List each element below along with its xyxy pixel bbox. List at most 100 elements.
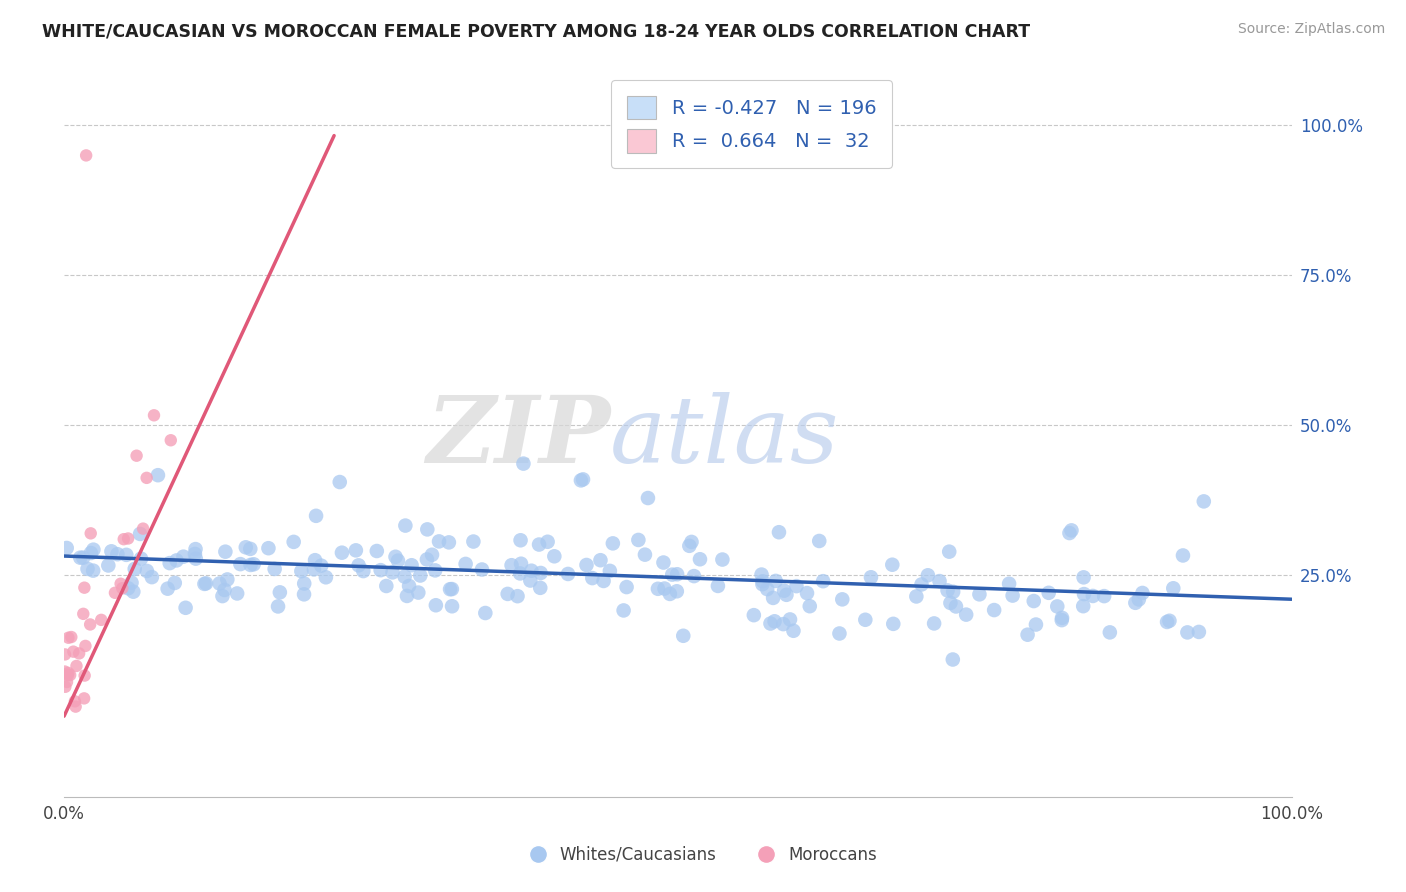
Point — [115, 548, 138, 562]
Point — [437, 535, 460, 549]
Point — [97, 558, 120, 573]
Point — [917, 568, 939, 582]
Point — [831, 592, 853, 607]
Point — [129, 527, 152, 541]
Text: Source: ZipAtlas.com: Source: ZipAtlas.com — [1237, 22, 1385, 37]
Point — [195, 576, 218, 591]
Point — [439, 582, 461, 597]
Point — [111, 582, 134, 596]
Point — [239, 558, 262, 572]
Point — [159, 434, 181, 448]
Point — [627, 533, 650, 547]
Point — [398, 579, 420, 593]
Point — [779, 612, 801, 626]
Point — [143, 409, 166, 423]
Point — [763, 615, 786, 629]
Point — [82, 542, 104, 557]
Point — [1128, 592, 1150, 607]
Point — [1125, 596, 1147, 610]
Point — [425, 563, 447, 577]
Point — [762, 591, 785, 605]
Point — [329, 475, 352, 489]
Point — [955, 607, 977, 622]
Text: atlas: atlas — [610, 392, 839, 483]
Point — [775, 588, 797, 602]
Point — [707, 579, 730, 593]
Point — [998, 576, 1021, 591]
Point — [1081, 589, 1104, 603]
Point — [166, 553, 188, 567]
Point — [117, 532, 139, 546]
Point — [72, 607, 94, 621]
Point — [519, 574, 541, 588]
Point — [267, 599, 290, 614]
Text: WHITE/CAUCASIAN VS MOROCCAN FEMALE POVERTY AMONG 18-24 YEAR OLDS CORRELATION CHA: WHITE/CAUCASIAN VS MOROCCAN FEMALE POVER… — [42, 22, 1031, 40]
Point — [506, 589, 529, 603]
Point — [408, 585, 430, 599]
Point — [235, 541, 257, 555]
Point — [381, 566, 404, 580]
Point — [905, 590, 928, 604]
Point — [1025, 617, 1047, 632]
Point — [602, 536, 624, 550]
Point — [1060, 524, 1083, 538]
Point — [592, 574, 614, 588]
Point — [163, 575, 186, 590]
Point — [214, 582, 236, 597]
Point — [711, 552, 734, 566]
Point — [512, 457, 534, 471]
Point — [62, 645, 84, 659]
Point — [742, 608, 765, 623]
Point — [75, 148, 97, 162]
Point — [159, 556, 181, 570]
Point — [454, 557, 477, 571]
Point — [581, 571, 603, 585]
Point — [661, 567, 683, 582]
Point — [141, 570, 163, 584]
Point — [174, 600, 197, 615]
Point — [124, 562, 146, 576]
Point — [107, 547, 129, 561]
Point — [942, 652, 965, 666]
Point — [530, 566, 553, 580]
Point — [58, 665, 80, 680]
Point — [112, 532, 135, 546]
Point — [773, 583, 796, 598]
Point — [938, 544, 960, 558]
Point — [226, 586, 249, 600]
Point — [678, 539, 700, 553]
Point — [82, 564, 104, 578]
Point — [658, 587, 681, 601]
Point — [808, 533, 831, 548]
Point — [882, 616, 904, 631]
Point — [79, 617, 101, 632]
Point — [1038, 586, 1060, 600]
Point — [366, 544, 388, 558]
Point — [799, 599, 821, 614]
Point — [853, 613, 876, 627]
Point — [796, 586, 818, 600]
Point — [440, 582, 463, 596]
Point — [768, 525, 790, 540]
Point — [666, 567, 689, 582]
Point — [1073, 587, 1095, 601]
Point — [647, 582, 669, 596]
Point — [496, 587, 519, 601]
Point — [100, 544, 122, 558]
Point — [1132, 586, 1154, 600]
Point — [73, 668, 96, 682]
Point — [599, 564, 621, 578]
Point — [394, 518, 416, 533]
Point — [73, 691, 96, 706]
Point — [394, 569, 416, 583]
Point — [184, 542, 207, 557]
Point — [910, 577, 932, 591]
Point — [117, 581, 139, 595]
Point — [1092, 589, 1115, 603]
Point — [569, 474, 592, 488]
Point — [283, 534, 305, 549]
Point — [416, 522, 439, 536]
Point — [1188, 624, 1211, 639]
Point — [1001, 589, 1024, 603]
Point — [751, 574, 773, 589]
